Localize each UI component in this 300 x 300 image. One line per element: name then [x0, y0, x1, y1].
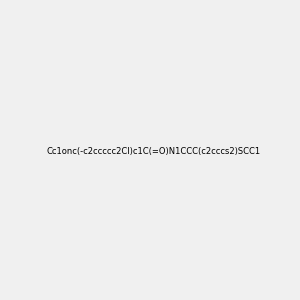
Text: Cc1onc(-c2ccccc2Cl)c1C(=O)N1CCC(c2cccs2)SCC1: Cc1onc(-c2ccccc2Cl)c1C(=O)N1CCC(c2cccs2)… [47, 147, 261, 156]
